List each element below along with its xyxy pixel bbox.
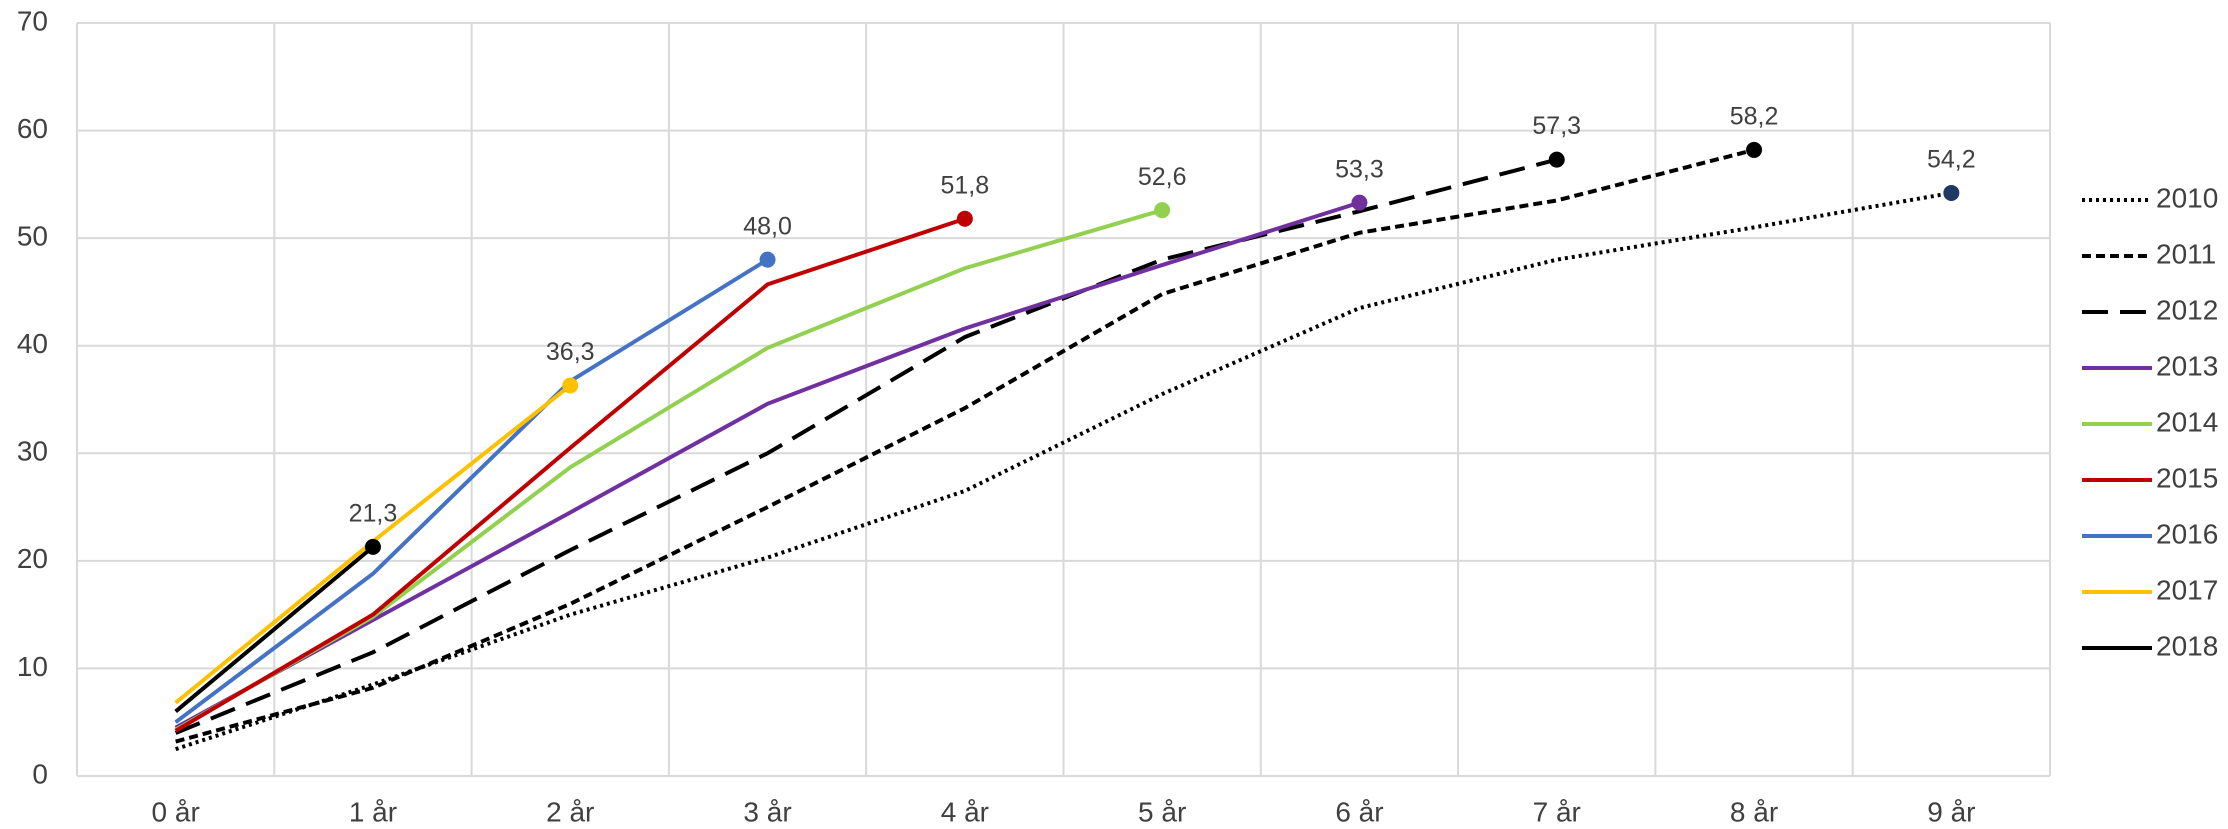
- x-tick-label: 5 år: [1138, 796, 1186, 827]
- data-marker: [759, 251, 776, 268]
- legend-label: 2016: [2156, 518, 2218, 549]
- legend-label: 2018: [2156, 630, 2218, 661]
- legend-label: 2012: [2156, 294, 2218, 325]
- data-marker: [1943, 184, 1960, 201]
- data-label: 54,2: [1927, 146, 1976, 174]
- y-tick-label: 70: [17, 5, 48, 36]
- x-tick-label: 2 år: [546, 796, 594, 827]
- data-label: 48,0: [743, 212, 792, 240]
- data-label: 58,2: [1730, 103, 1779, 131]
- legend-label: 2013: [2156, 350, 2218, 381]
- x-tick-label: 0 år: [152, 796, 200, 827]
- series-line: [174, 200, 1361, 730]
- data-label: 53,3: [1335, 155, 1384, 183]
- series-line: [175, 147, 1755, 744]
- x-tick-label: 4 år: [941, 796, 989, 827]
- y-tick-label: 20: [17, 543, 48, 574]
- y-tick-label: 50: [17, 221, 48, 252]
- x-tick-label: 9 år: [1927, 796, 1975, 827]
- legend-label: 2017: [2156, 574, 2218, 605]
- legend-label: 2010: [2156, 182, 2218, 213]
- series-line: [174, 216, 966, 733]
- x-tick-label: 8 år: [1730, 796, 1778, 827]
- y-tick-label: 10: [17, 651, 48, 682]
- data-label: 52,6: [1138, 163, 1187, 191]
- x-tick-label: 1 år: [349, 796, 397, 827]
- y-tick-label: 0: [32, 758, 48, 789]
- data-label: 36,3: [546, 338, 595, 366]
- data-marker: [562, 377, 579, 394]
- data-marker: [1548, 151, 1565, 168]
- x-tick-label: 6 år: [1335, 796, 1383, 827]
- y-tick-label: 40: [17, 328, 48, 359]
- series-line: [174, 157, 1558, 735]
- data-marker: [364, 538, 381, 555]
- data-marker: [1351, 194, 1368, 211]
- data-marker: [956, 210, 973, 227]
- legend-label: 2011: [2156, 238, 2216, 269]
- data-label: 57,3: [1532, 112, 1581, 140]
- series-line: [175, 190, 1952, 752]
- data-label: 21,3: [349, 499, 398, 527]
- x-tick-label: 3 år: [743, 796, 791, 827]
- legend-label: 2014: [2156, 406, 2218, 437]
- data-marker: [1154, 202, 1171, 219]
- series-line: [174, 257, 769, 724]
- series-line: [174, 545, 375, 713]
- y-tick-label: 30: [17, 436, 48, 467]
- data-label: 51,8: [941, 171, 990, 199]
- legend-label: 2015: [2156, 462, 2218, 493]
- y-tick-label: 60: [17, 113, 48, 144]
- x-tick-label: 7 år: [1533, 796, 1581, 827]
- data-marker: [1746, 141, 1763, 158]
